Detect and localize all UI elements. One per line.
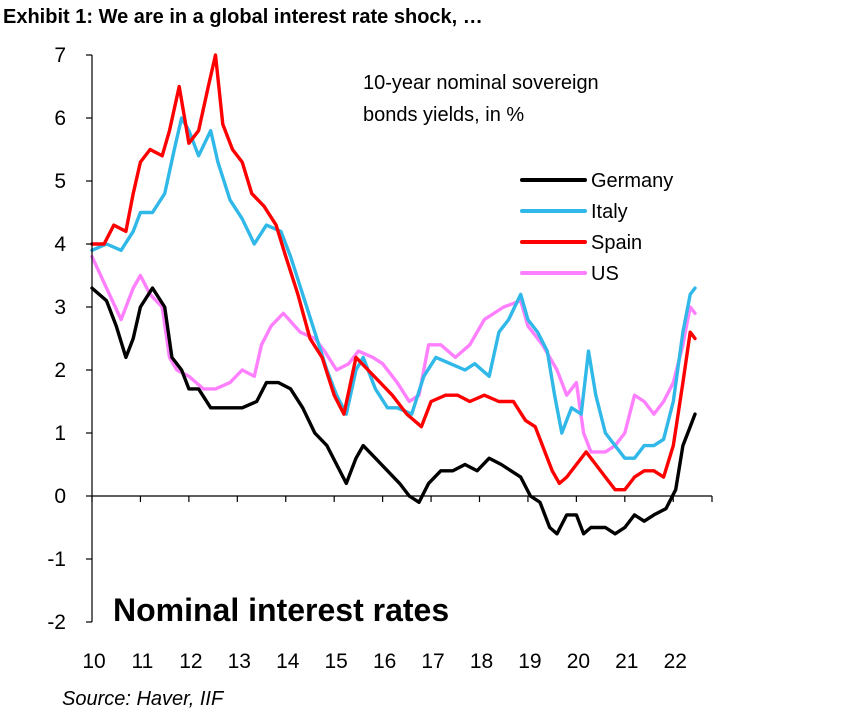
y-tick-label: 3 — [54, 296, 66, 319]
plot-area — [90, 53, 697, 536]
x-tick-label: 18 — [470, 650, 493, 673]
legend-label-us: US — [591, 263, 619, 285]
series-line-spain — [90, 53, 697, 492]
chart-annotations: 10-year nominal sovereign bonds yields, … — [113, 72, 599, 628]
legend-label-italy: Italy — [591, 201, 628, 223]
y-tick-label: -2 — [47, 611, 66, 634]
exhibit-title: Exhibit 1: We are in a global interest r… — [3, 6, 483, 28]
series-line-germany — [90, 286, 697, 536]
x-tick-label: 16 — [373, 650, 396, 673]
chart-title: Nominal interest rates — [113, 592, 449, 628]
x-tick-label: 12 — [179, 650, 202, 673]
y-tick-label: -1 — [47, 548, 66, 571]
y-tick-label: 4 — [54, 233, 66, 256]
x-tick-label: 10 — [82, 650, 105, 673]
y-tick-label: 7 — [54, 44, 66, 67]
y-tick-label: 1 — [54, 422, 66, 445]
legend-label-spain: Spain — [591, 232, 642, 254]
x-tick-label: 13 — [228, 650, 251, 673]
x-tick-label: 15 — [325, 650, 348, 673]
chart-subtitle-line-1: 10-year nominal sovereign — [363, 72, 599, 94]
x-tick-label: 11 — [132, 650, 154, 673]
y-tick-label: 6 — [54, 107, 66, 130]
x-tick-label: 19 — [518, 650, 541, 673]
x-tick-label: 22 — [664, 650, 687, 673]
x-tick-label: 20 — [567, 650, 590, 673]
source-note: Source: Haver, IIF — [62, 688, 224, 710]
series-line-us — [90, 254, 697, 454]
y-tick-label: 5 — [54, 170, 66, 193]
legend-label-germany: Germany — [591, 170, 673, 192]
legend: Germany Italy Spain US — [520, 170, 673, 285]
y-tick-label: 2 — [54, 359, 66, 382]
x-tick-label: 17 — [421, 650, 444, 673]
chart-subtitle-line-2: bonds yields, in % — [363, 104, 524, 126]
x-tick-label: 14 — [276, 650, 300, 673]
series-line-italy — [90, 116, 697, 460]
x-tick-label: 21 — [615, 650, 638, 673]
y-tick-label: 0 — [54, 485, 66, 508]
